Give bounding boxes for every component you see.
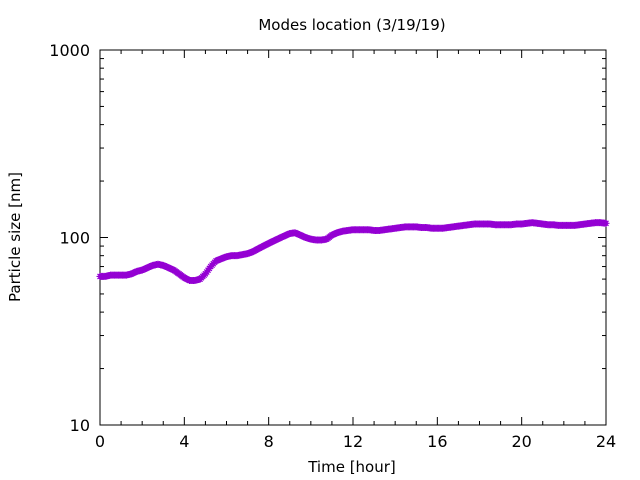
y-tick-label: 1000 [49, 41, 90, 60]
x-axis-title: Time [hour] [307, 458, 396, 476]
series-layer [96, 219, 610, 284]
y-axis: 10 100 1000 [49, 41, 606, 435]
data-point [602, 219, 610, 227]
y-axis-title: Particle size [nm] [6, 172, 24, 302]
y-tick-label: 100 [59, 229, 90, 248]
x-tick-label: 24 [596, 432, 616, 451]
plot-frame [99, 49, 607, 426]
x-tick-label: 0 [95, 432, 105, 451]
y-tick-label: 10 [70, 416, 90, 435]
x-tick-label: 12 [343, 432, 363, 451]
x-tick-label: 8 [264, 432, 274, 451]
chart-title: Modes location (3/19/19) [258, 16, 445, 34]
series-markers [96, 219, 610, 284]
x-tick-label: 4 [179, 432, 189, 451]
x-tick-label: 20 [511, 432, 531, 451]
x-tick-label: 16 [427, 432, 447, 451]
x-axis: 0 4 8 12 16 20 24 [95, 50, 616, 451]
